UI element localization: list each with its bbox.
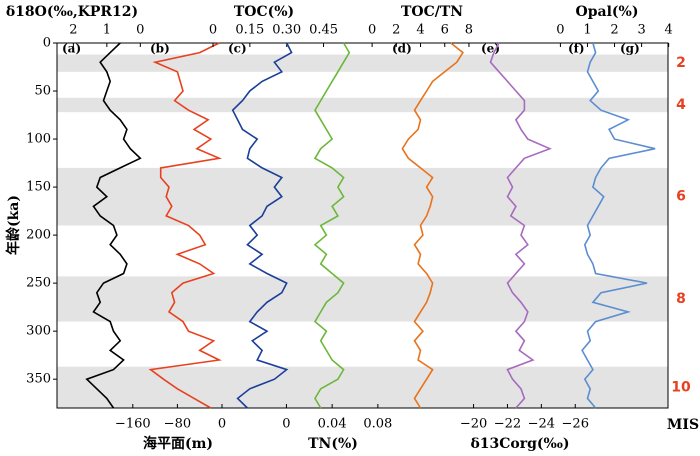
y-tick-label: 0: [43, 36, 51, 51]
data-line: [581, 42, 656, 409]
mis-band: [57, 97, 668, 113]
x-tick-label: 3: [637, 23, 645, 38]
y-tick-label: 300: [26, 324, 51, 339]
x-tick-label: 0.15: [235, 23, 264, 38]
mis-band: [57, 167, 668, 226]
axis-title: 海平面(m): [143, 435, 213, 452]
panel-letter: (g): [620, 42, 640, 56]
x-tick-label: 0: [218, 417, 226, 432]
panel-letter: (e): [481, 42, 500, 56]
y-axis-label: 年龄(ka): [5, 195, 22, 255]
x-tick-label: 1: [103, 23, 111, 38]
data-line: [148, 42, 223, 409]
x-tick-label: 0: [556, 23, 564, 38]
x-tick-label: 0.30: [272, 23, 301, 38]
x-tick-label: 0.04: [318, 417, 347, 432]
y-tick-label: 250: [26, 276, 51, 291]
y-tick-label: 50: [34, 84, 51, 99]
x-tick-label: −24: [528, 417, 555, 432]
mis-stage-label: 2: [676, 55, 686, 71]
x-tick-label: 2: [610, 23, 618, 38]
mis-stage-label: 6: [676, 189, 686, 205]
mis-stage-label: 4: [676, 97, 686, 113]
panel-letter: (a): [62, 42, 81, 56]
axis-title: δ13Corg(‰): [470, 436, 569, 452]
data-line: [489, 42, 552, 409]
panel-letter: (c): [228, 42, 247, 56]
x-tick-label: 6: [441, 23, 449, 38]
x-tick-label: 0.08: [363, 417, 392, 432]
panel-letter: (f): [568, 42, 585, 56]
x-tick-label: −26: [562, 417, 589, 432]
data-line: [231, 42, 293, 409]
x-tick-label: 2: [69, 23, 77, 38]
mis-label: MIS: [667, 417, 699, 433]
x-tick-label: 2: [392, 23, 400, 38]
mis-stage-label: 8: [676, 291, 686, 307]
axis-title: TN(%): [308, 436, 358, 452]
mis-band: [57, 366, 668, 408]
x-tick-label: 0: [282, 417, 290, 432]
x-tick-label: 0: [209, 23, 217, 38]
x-tick-label: −20: [460, 417, 487, 432]
axis-title: TOC(%): [234, 4, 294, 20]
data-line: [313, 42, 351, 409]
x-tick-label: −80: [164, 417, 191, 432]
mis-band: [57, 276, 668, 322]
x-tick-label: 0: [136, 23, 144, 38]
plot-frame: [56, 42, 669, 409]
axis-title: δ18O(‰,KPR12): [6, 4, 138, 20]
y-tick-label: 350: [26, 372, 51, 387]
x-tick-label: 4: [416, 23, 424, 38]
data-line: [85, 42, 142, 409]
x-tick-label: −160: [115, 417, 151, 432]
y-tick-label: 100: [26, 132, 51, 147]
x-tick-label: 4: [665, 23, 673, 38]
panel-letter: (b): [150, 42, 170, 56]
x-tick-label: 8: [465, 23, 473, 38]
y-tick-label: 150: [26, 180, 51, 195]
panel-letter: (d): [392, 42, 412, 56]
x-tick-label: 1: [583, 23, 591, 38]
y-tick-label: 200: [26, 228, 51, 243]
x-tick-label: 0: [368, 23, 376, 38]
x-tick-label: −22: [494, 417, 521, 432]
x-tick-label: 0.45: [309, 23, 338, 38]
axis-title: Opal(%): [576, 4, 639, 20]
mis-band: [57, 54, 668, 72]
data-line: [401, 42, 464, 409]
axis-title: TOC/TN: [401, 4, 463, 20]
mis-stage-label: 10: [671, 379, 691, 395]
